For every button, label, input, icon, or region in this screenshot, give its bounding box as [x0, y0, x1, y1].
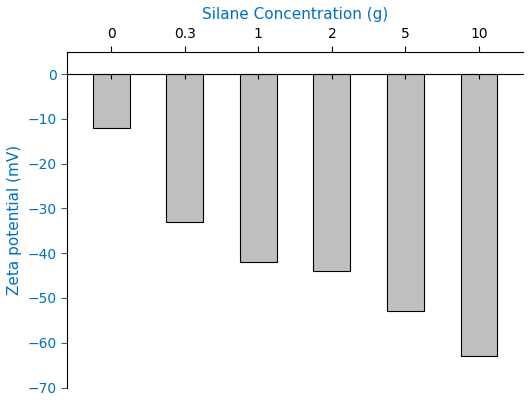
Bar — [166, 74, 203, 222]
Bar — [93, 74, 130, 128]
Bar — [387, 74, 424, 312]
X-axis label: Silane Concentration (g): Silane Concentration (g) — [202, 7, 388, 22]
Bar — [240, 74, 277, 262]
Y-axis label: Zeta potential (mV): Zeta potential (mV) — [7, 145, 22, 295]
Bar — [313, 74, 350, 271]
Bar — [461, 74, 497, 356]
